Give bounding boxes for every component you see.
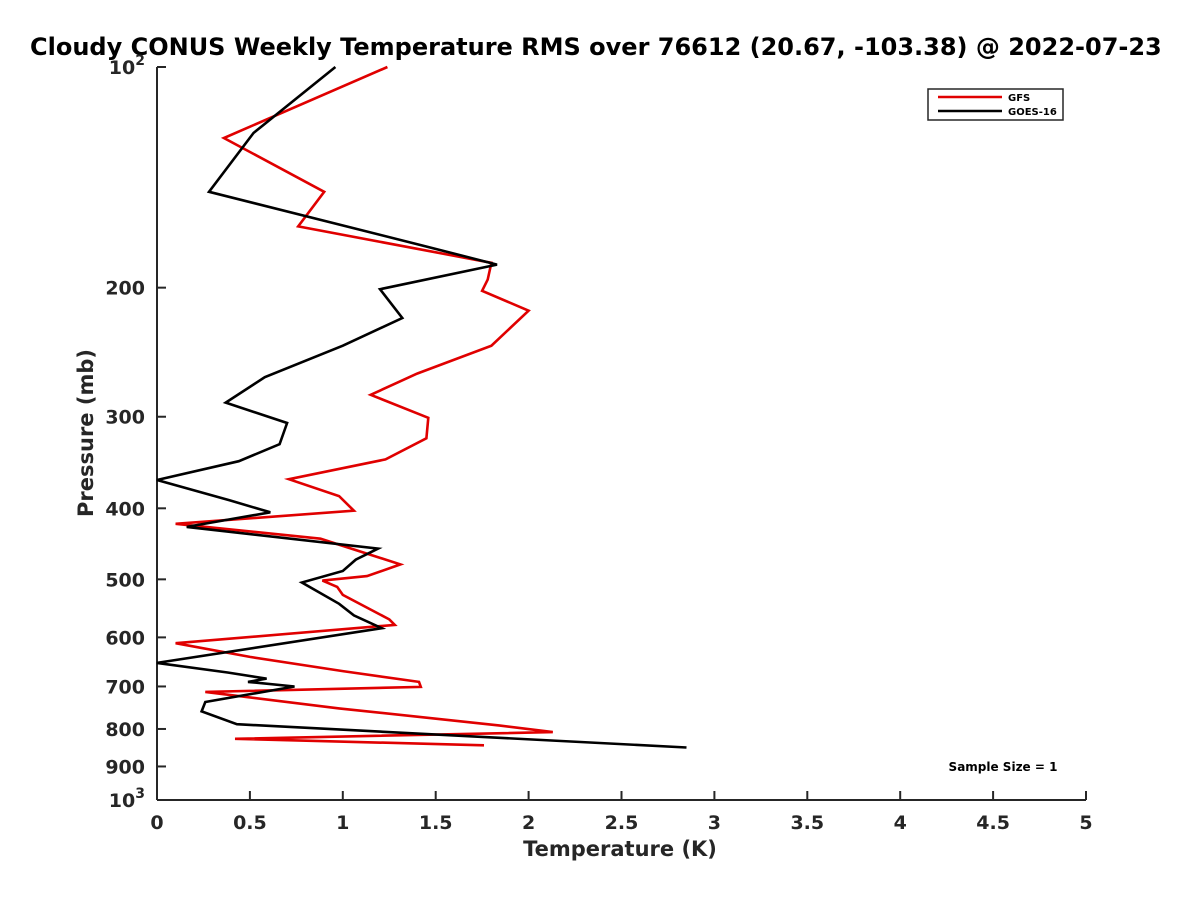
y-tick-label: 103 <box>109 786 145 812</box>
y-tick-label: 800 <box>105 719 145 741</box>
x-tick-label: 4 <box>894 812 907 834</box>
legend-box <box>927 88 1064 121</box>
x-tick-label: 1.5 <box>419 812 453 834</box>
x-tick-label: 2 <box>522 812 535 834</box>
sample-size-annotation: Sample Size = 1 <box>949 760 1058 774</box>
x-tick-label: 1 <box>336 812 349 834</box>
y-tick-label: 900 <box>105 756 145 778</box>
chart-title: Cloudy CONUS Weekly Temperature RMS over… <box>30 33 1162 61</box>
series-line-goes-16 <box>156 65 687 749</box>
y-tick-label: 400 <box>105 498 145 520</box>
x-tick-label: 3 <box>708 812 721 834</box>
y-tick-label: 500 <box>105 569 145 591</box>
legend-label: GOES-16 <box>1008 107 1057 118</box>
plot-axes: 0 0.5 1 1.5 2 2.5 3 3.5 4 4.5 5 102 200 300 400 500 600 7… <box>105 53 1092 834</box>
y-tick-label: 300 <box>105 407 145 429</box>
x-tick-label: 4.5 <box>976 812 1010 834</box>
y-tick-label: 200 <box>105 278 145 300</box>
plot-series <box>156 65 687 749</box>
y-tick-label: 700 <box>105 676 145 698</box>
x-tick-label: 0 <box>150 812 163 834</box>
x-axis-label: Temperature (K) <box>523 837 717 861</box>
y-tick-label: 102 <box>109 53 145 79</box>
series-line-gfs <box>175 65 553 747</box>
x-tick-label: 2.5 <box>605 812 639 834</box>
x-tick-label: 0.5 <box>233 812 267 834</box>
y-axis-label: Pressure (mb) <box>74 349 98 517</box>
legend-label: GFS <box>1008 93 1030 104</box>
x-tick-label: 3.5 <box>790 812 824 834</box>
y-tick-label: 600 <box>105 627 145 649</box>
x-tick-label: 5 <box>1079 812 1092 834</box>
legend: GFS GOES-16 <box>927 88 1064 121</box>
